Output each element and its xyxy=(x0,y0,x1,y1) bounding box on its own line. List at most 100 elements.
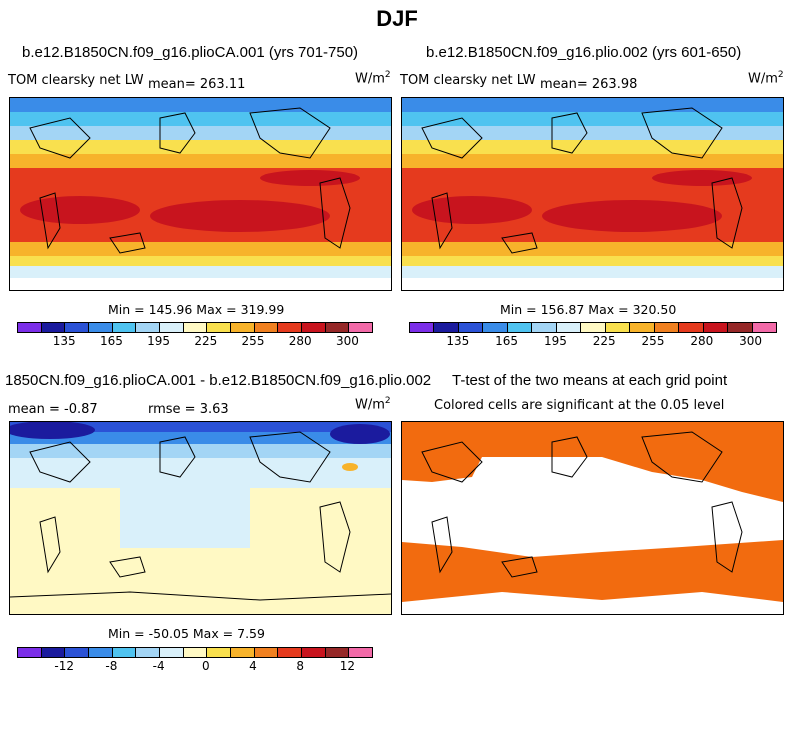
colorbar-swatch xyxy=(89,648,113,657)
colorbar-swatch xyxy=(507,323,533,332)
colorbar-swatch xyxy=(434,323,459,332)
colorbar-tick-label: 0 xyxy=(201,659,210,673)
panel2-colorbar xyxy=(409,322,777,333)
colorbar-swatch xyxy=(41,648,66,657)
band-north-lightblue xyxy=(10,126,391,140)
colorbar-swatch xyxy=(231,323,255,332)
pale-blue-pacific xyxy=(120,488,250,548)
panel1-colorbar xyxy=(17,322,373,333)
colorbar-swatch xyxy=(112,323,137,332)
band-south-orange xyxy=(10,242,391,256)
colorbar-swatch xyxy=(65,648,90,657)
colorbar-swatch xyxy=(278,648,303,657)
colorbar-tick-label: -12 xyxy=(54,659,74,673)
panel4-map xyxy=(401,421,784,615)
panel3-minmax: Min = -50.05 Max = 7.59 xyxy=(108,626,265,641)
colorbar-tick-label: 165 xyxy=(495,334,519,348)
hot-spot-indian xyxy=(20,196,140,224)
panel4-map-svg xyxy=(402,422,783,614)
significant-north xyxy=(402,422,783,457)
colorbar-swatch xyxy=(325,323,350,332)
hot-spot-pacific xyxy=(150,200,330,232)
colorbar-swatch xyxy=(254,323,279,332)
band-antarctic xyxy=(402,602,783,614)
panel1-map-svg xyxy=(10,98,391,290)
band-north-cyan xyxy=(10,112,391,126)
hot-spot-atlantic xyxy=(652,170,752,186)
panel1-variable: TOM clearsky net LW xyxy=(8,73,144,88)
panel3-rmse: rmse = 3.63 xyxy=(148,402,229,417)
colorbar-swatch xyxy=(41,323,66,332)
colorbar-swatch xyxy=(302,648,326,657)
panel1-case-title: b.e12.B1850CN.f09_g16.plioCA.001 (yrs 70… xyxy=(22,44,359,61)
cold-spot-greenland xyxy=(330,424,390,444)
colorbar-swatch xyxy=(703,323,729,332)
band-north-orange xyxy=(402,154,783,168)
panel3-colorbar xyxy=(17,647,373,658)
colorbar-tick-label: 225 xyxy=(194,334,218,348)
band-north-yellow xyxy=(10,140,391,154)
panel1-units-exp: 2 xyxy=(384,70,391,80)
panel2-map-svg xyxy=(402,98,783,290)
panel2-case-title: b.e12.B1850CN.f09_g16.plio.002 (yrs 601-… xyxy=(426,44,742,61)
band-north-cyan xyxy=(402,112,783,126)
colorbar-tick-label: -8 xyxy=(105,659,118,673)
panel2-mean: mean= 263.98 xyxy=(540,77,638,92)
colorbar-swatch xyxy=(278,323,303,332)
significant-asia xyxy=(402,457,482,482)
band-south-orange xyxy=(402,242,783,256)
band-north-orange xyxy=(10,154,391,168)
colorbar-tick-label: 300 xyxy=(335,334,359,348)
colorbar-swatch xyxy=(605,323,631,332)
hot-spot-pacific xyxy=(542,200,722,232)
colorbar-swatch xyxy=(679,323,704,332)
band-antarctic xyxy=(402,278,783,290)
figure-title: DJF xyxy=(376,6,418,31)
colorbar-swatch xyxy=(136,648,161,657)
band-north-blue xyxy=(10,432,391,444)
panel3-mean: mean = -0.87 xyxy=(8,402,98,417)
colorbar-swatch xyxy=(349,648,373,657)
band-north-pale xyxy=(10,458,391,488)
colorbar-swatch xyxy=(581,323,606,332)
panel2-map xyxy=(401,97,784,291)
colorbar-swatch xyxy=(160,323,184,332)
hot-spot-indian xyxy=(412,196,532,224)
colorbar-tick-label: 225 xyxy=(592,334,616,348)
panel1-minmax: Min = 145.96 Max = 319.99 xyxy=(108,302,285,317)
colorbar-tick-label: 255 xyxy=(641,334,665,348)
panel3-colorbar-ticks: -12 -8 -4 0 4 8 12 xyxy=(17,659,371,673)
colorbar-tick-label: 280 xyxy=(690,334,714,348)
band-south-yellow xyxy=(10,256,391,266)
colorbar-tick-label: 195 xyxy=(543,334,567,348)
colorbar-tick-label: 4 xyxy=(249,659,257,673)
colorbar-tick-label: 280 xyxy=(288,334,312,348)
colorbar-tick-label: 300 xyxy=(739,334,763,348)
colorbar-swatch xyxy=(207,648,232,657)
panel2-variable: TOM clearsky net LW xyxy=(400,73,536,88)
colorbar-swatch xyxy=(556,323,582,332)
panel3-map xyxy=(9,421,392,615)
colorbar-swatch xyxy=(207,323,232,332)
colorbar-swatch xyxy=(136,323,161,332)
panel3-units: W/m2 xyxy=(355,396,391,412)
band-north-lightblue xyxy=(402,126,783,140)
colorbar-swatch xyxy=(752,323,777,332)
colorbar-swatch xyxy=(325,648,350,657)
colorbar-tick-label: 165 xyxy=(99,334,123,348)
panel2-minmax: Min = 156.87 Max = 320.50 xyxy=(500,302,677,317)
cold-spot-siberia xyxy=(10,422,95,439)
warm-spot-atlantic xyxy=(342,463,358,471)
band-north-lightblue xyxy=(10,444,391,458)
colorbar-swatch xyxy=(349,323,373,332)
colorbar-swatch xyxy=(183,323,208,332)
colorbar-swatch xyxy=(89,323,113,332)
panel3-case-title: 1850CN.f09_g16.plioCA.001 - b.e12.B1850C… xyxy=(5,372,432,389)
colorbar-tick-label: 195 xyxy=(147,334,171,348)
colorbar-tick-label: 8 xyxy=(296,659,305,673)
panel3-units-exp: 2 xyxy=(384,396,391,406)
panel2-units-text: W/m xyxy=(748,71,778,87)
band-antarctic xyxy=(10,278,391,290)
colorbar-swatch xyxy=(254,648,279,657)
panel4-note: Colored cells are significant at the 0.0… xyxy=(434,398,725,413)
